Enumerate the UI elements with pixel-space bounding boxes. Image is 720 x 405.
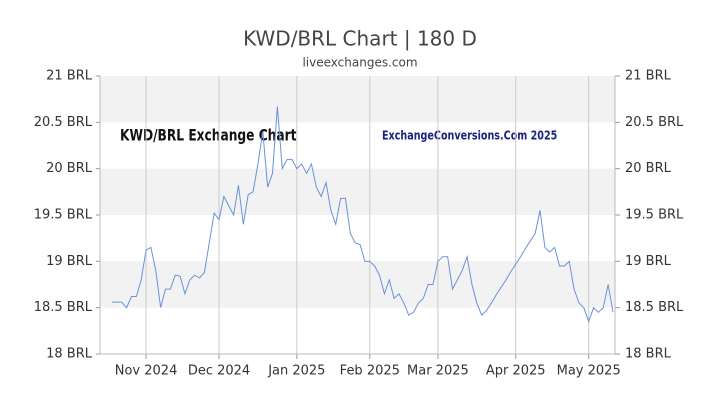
watermark: KWD/BRL Exchange Chart bbox=[120, 126, 297, 144]
y-tick-label: 18 BRL bbox=[46, 347, 93, 362]
x-tick-label: Nov 2024 bbox=[115, 364, 178, 379]
y2-tick-label: 19.5 BRL bbox=[625, 208, 684, 223]
y-tick-label: 20 BRL bbox=[46, 161, 93, 176]
x-tick-label: Apr 2025 bbox=[486, 364, 546, 379]
chart-title: KWD/BRL Chart | 180 D bbox=[243, 27, 477, 51]
band bbox=[100, 168, 615, 215]
x-tick-label: Dec 2024 bbox=[188, 364, 250, 379]
x-tick-label: Feb 2025 bbox=[340, 364, 400, 379]
band bbox=[100, 76, 615, 123]
y-tick-label: 20.5 BRL bbox=[34, 115, 93, 130]
y2-tick-label: 21 BRL bbox=[625, 69, 672, 84]
y2-tick-label: 18.5 BRL bbox=[625, 300, 684, 315]
x-tick-label: May 2025 bbox=[557, 364, 621, 379]
y-tick-label: 19.5 BRL bbox=[34, 208, 93, 223]
y2-tick-label: 20 BRL bbox=[625, 161, 672, 176]
y2-tick-label: 19 BRL bbox=[625, 254, 672, 269]
y-tick-label: 21 BRL bbox=[46, 69, 93, 84]
price-line bbox=[112, 106, 614, 324]
y2-tick-label: 20.5 BRL bbox=[625, 115, 684, 130]
y2-tick-label: 18 BRL bbox=[625, 347, 672, 362]
chart-subtitle: liveexchanges.com bbox=[302, 56, 417, 70]
watermark: ExchangeConversions.Com 2025 bbox=[382, 128, 557, 142]
y-tick-label: 18.5 BRL bbox=[34, 300, 93, 315]
band bbox=[100, 261, 615, 308]
x-tick-label: Jan 2025 bbox=[267, 364, 325, 379]
x-tick-label: Mar 2025 bbox=[407, 364, 469, 379]
y-tick-label: 19 BRL bbox=[46, 254, 93, 269]
